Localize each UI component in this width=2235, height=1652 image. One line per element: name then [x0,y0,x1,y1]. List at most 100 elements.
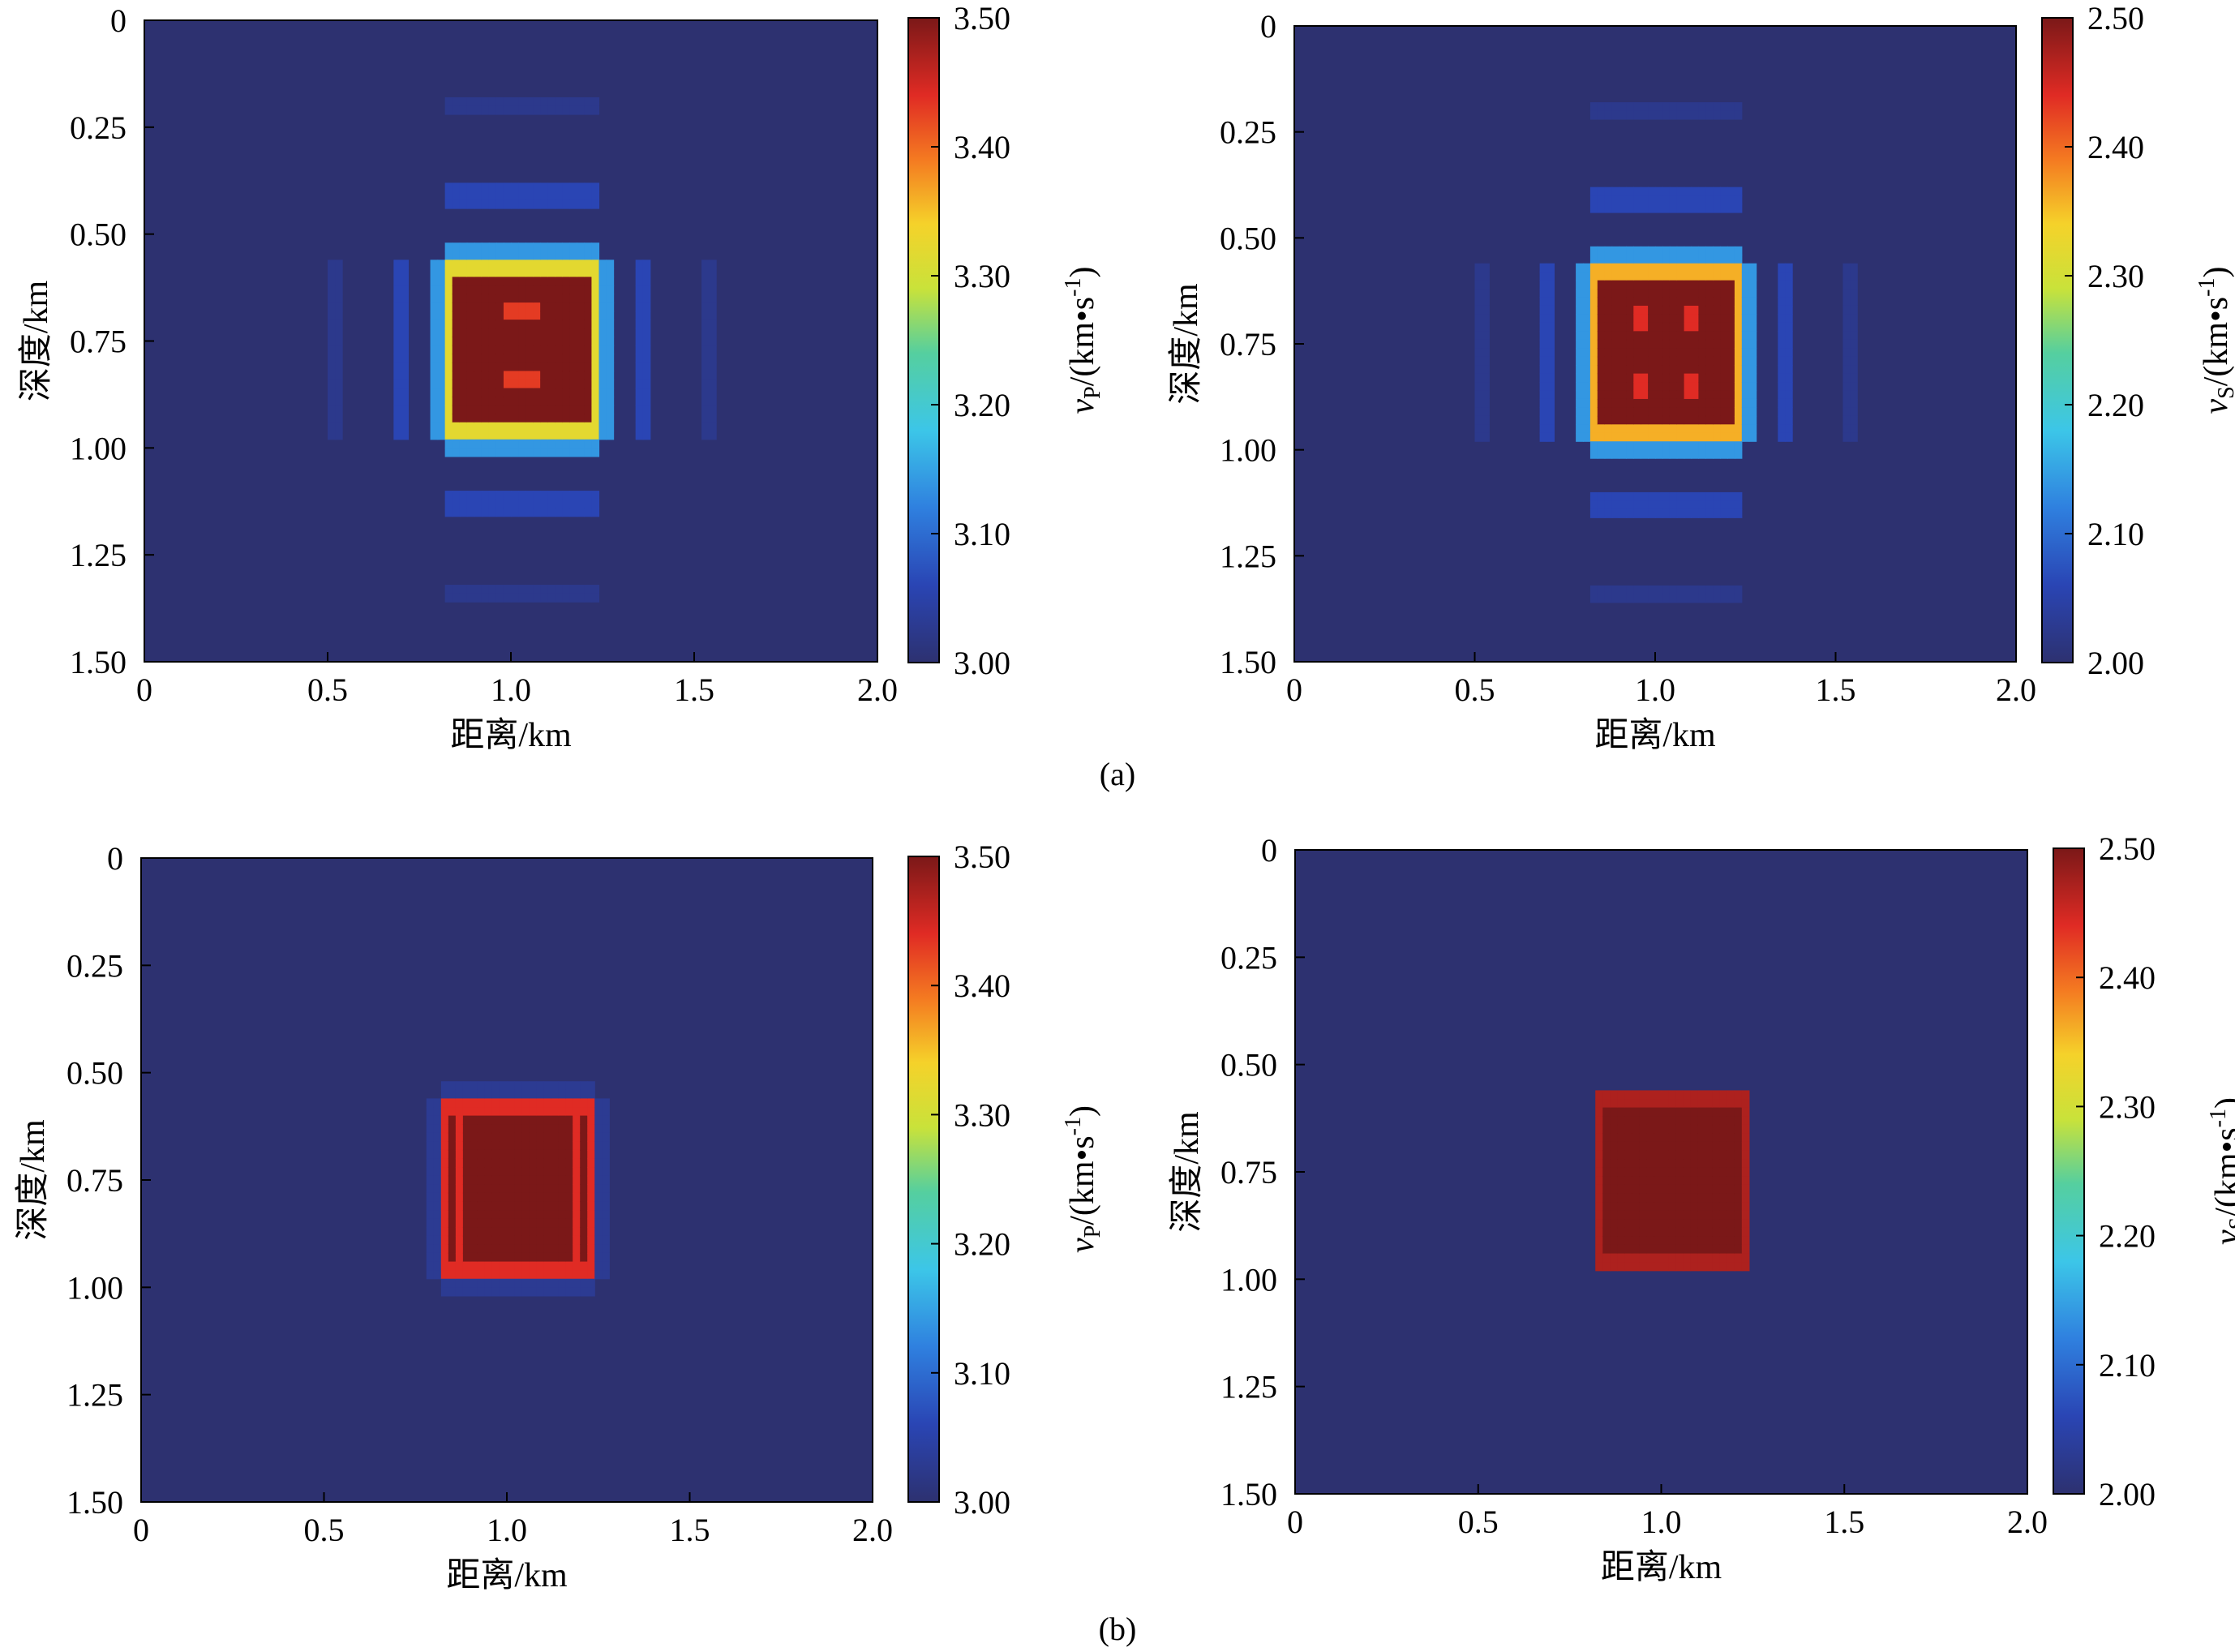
heatmap-cell [448,1124,457,1134]
heatmap-cell [1698,398,1706,408]
heatmap-cell [481,431,490,440]
heatmap-cell [1676,246,1685,255]
heatmap-cell [481,491,490,500]
heatmap-cell [1669,424,1678,434]
heatmap-cell [437,371,446,380]
heatmap-cell [440,1184,449,1194]
heatmap-cell [433,1201,442,1211]
heatmap-cell [518,448,526,457]
heatmap-cell [1546,348,1555,358]
heatmap-cell [1684,305,1692,315]
heatmap-cell [499,1270,508,1280]
heatmap-cell [526,191,534,201]
heatmap-cell [1741,1262,1750,1272]
heatmap-cell [1624,1262,1632,1272]
colorbar-tick-label: 2.40 [2087,129,2144,165]
heatmap-cell [1734,1107,1743,1117]
heatmap-cell [551,1210,559,1220]
heatmap-cell [462,1278,471,1288]
heatmap-cell [1661,1184,1670,1195]
heatmap-cell [455,1175,464,1185]
heatmap-cell [1589,187,1598,196]
heatmap-cell [1727,449,1735,459]
heatmap-cell [1661,1124,1670,1134]
heatmap-cell [1655,102,1663,112]
heatmap-cell [1698,272,1706,281]
heatmap-cell [547,97,556,107]
heatmap-cell [1668,1150,1677,1160]
heatmap-cell [577,251,585,260]
heatmap-cell [484,1098,493,1108]
heatmap-cell [526,362,534,372]
heatmap-cell [1727,1167,1735,1177]
heatmap-cell [1705,102,1714,112]
heatmap-cell [514,1278,522,1288]
heatmap-cell [1727,305,1735,315]
heatmap-cell [521,1167,530,1177]
heatmap-cell [1719,1141,1728,1152]
heatmap-cell [533,303,541,312]
heatmap-cell [1741,432,1750,442]
heatmap-cell [547,294,556,303]
heatmap-cell [459,105,468,115]
heatmap-cell [569,397,577,406]
heatmap-cell [470,1107,478,1117]
heatmap-cell [533,379,541,389]
heatmap-cell [1697,1184,1706,1195]
heatmap-cell [1698,491,1706,501]
heatmap-cell [1727,356,1735,366]
heatmap-cell [1684,255,1692,264]
heatmap-cell [1602,1133,1611,1143]
heatmap-cell [1474,365,1482,375]
heatmap-cell [1698,246,1706,255]
heatmap-cell [511,585,519,594]
heatmap-cell [455,1287,464,1297]
heatmap-cell [1610,1124,1618,1134]
heatmap-cell [474,354,483,363]
heatmap-cell [1583,314,1591,324]
heatmap-cell [1734,1236,1743,1246]
heatmap-cell [602,1227,610,1237]
heatmap-cell [562,285,570,295]
heatmap-cell [511,260,519,269]
heatmap-cell [1727,102,1735,112]
heatmap-cell [1610,1236,1618,1246]
heatmap-cell [481,585,490,594]
heatmap-cell [587,1201,595,1211]
heatmap-cell [511,499,519,508]
heatmap-cell [474,388,483,397]
heatmap-cell [1727,255,1735,264]
heatmap-cell [558,1218,566,1228]
heatmap-cell [1741,373,1750,383]
heatmap-cell [1624,1133,1632,1143]
heatmap-cell [1611,263,1620,272]
heatmap-cell [1727,1210,1735,1220]
heatmap-cell [401,294,410,303]
ticks-vs-a: 0 0.5 1.0 1.5 2.000.250.500.751.001.251.50 [1220,8,2036,708]
heatmap-cell [1719,1219,1728,1229]
heatmap-cell [1713,449,1721,459]
heatmap-cell [1641,373,1649,383]
heatmap-cell [1675,1193,1684,1203]
heatmap-cell [426,1184,435,1194]
heatmap-cell [521,1107,530,1117]
heatmap-cell [495,379,504,389]
heatmap-cell [491,1184,500,1194]
heatmap-cell [491,1167,500,1177]
ticks-vp-a: 0 0.5 1.0 1.5 2.000.250.500.751.001.251.50 [70,2,898,708]
heatmap-cell [591,414,600,423]
heatmap-cell [1619,263,1627,272]
heatmap-cell [448,1261,457,1271]
heatmap-cell [1626,585,1634,594]
heatmap-cell [393,268,401,277]
heatmap-cell [1655,365,1663,375]
heatmap-cell [507,1287,515,1297]
heatmap-cell [1633,594,1641,603]
heatmap-cell [536,1252,544,1263]
heatmap-cell [1675,1176,1684,1186]
heatmap-cell [577,320,585,329]
heatmap-cell [577,260,585,269]
heatmap-cell [459,593,468,603]
heatmap-cell [514,1089,522,1100]
heatmap-cell [466,379,475,389]
